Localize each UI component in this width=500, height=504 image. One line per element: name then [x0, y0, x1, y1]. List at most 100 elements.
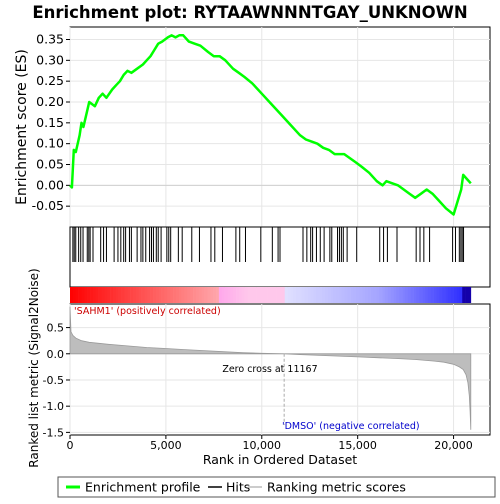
- es-y-tick-label: 0.15: [36, 115, 64, 130]
- heatmap-cell: [167, 287, 171, 303]
- heatmap-cell: [296, 287, 300, 303]
- heatmap-cell: [316, 287, 320, 303]
- heatmap-cell: [376, 287, 380, 303]
- heatmap-cell: [161, 287, 165, 303]
- heatmap-cell: [442, 287, 446, 303]
- heatmap-cell: [270, 287, 274, 303]
- heatmap-cell: [341, 287, 346, 303]
- heatmap-cell: [193, 287, 197, 303]
- heatmap-cell: [221, 287, 225, 303]
- heatmap-cell: [353, 287, 357, 303]
- heatmap-cell: [336, 287, 340, 303]
- heatmap-cell: [419, 287, 423, 303]
- hits-series: [72, 227, 465, 262]
- heatmap-cell: [90, 287, 94, 303]
- heatmap-cell: [244, 287, 248, 303]
- heatmap-cell: [253, 287, 257, 303]
- heatmap-cell: [124, 287, 128, 303]
- heatmap-cell: [81, 287, 85, 303]
- heatmap-cell: [321, 287, 326, 303]
- heatmap-cell: [396, 287, 400, 303]
- heatmap-cell: [364, 287, 369, 303]
- heatmap-cell: [132, 287, 137, 303]
- x-tick-label: 5,000: [150, 439, 182, 452]
- ranking-heatmap-bar: [70, 287, 472, 303]
- heatmap-cell: [112, 287, 117, 303]
- heatmap-cell: [301, 287, 306, 303]
- heatmap-cell: [247, 287, 251, 303]
- heatmap-cell: [459, 287, 463, 303]
- heatmap-cell: [290, 287, 294, 303]
- zero-cross-label: Zero cross at 11167: [222, 364, 317, 375]
- heatmap-cell: [436, 287, 440, 303]
- heatmap-cell: [347, 287, 351, 303]
- heatmap-cell: [190, 287, 194, 303]
- heatmap-cell: [382, 287, 386, 303]
- heatmap-cell: [256, 287, 260, 303]
- heatmap-cell: [299, 287, 303, 303]
- heatmap-cell: [258, 287, 263, 303]
- es-y-tick-label: 0.20: [36, 94, 64, 109]
- heatmap-cell: [407, 287, 411, 303]
- legend-label: Enrichment profile: [85, 480, 201, 495]
- heatmap-cell: [187, 287, 191, 303]
- heatmap-cell: [359, 287, 363, 303]
- heatmap-cell: [70, 287, 74, 303]
- heatmap-cell: [87, 287, 91, 303]
- heatmap-cell: [279, 287, 283, 303]
- heatmap-cell: [198, 287, 202, 303]
- es-y-axis-ticks: -0.05 0.00 0.05 0.10 0.15 0.20 0.25 0.30 0.35: [32, 32, 70, 213]
- heatmap-cell: [92, 287, 97, 303]
- x-axis-label: Rank in Ordered Dataset: [203, 452, 357, 467]
- heatmap-cell: [416, 287, 420, 303]
- heatmap-cell: [144, 287, 148, 303]
- heatmap-cell: [204, 287, 208, 303]
- metric-y-axis-label: Ranked list metric (Signal2Noise): [27, 268, 41, 467]
- heatmap-cell: [84, 287, 88, 303]
- legend-label: Hits: [226, 480, 250, 495]
- heatmap-cell: [393, 287, 397, 303]
- heatmap-cell: [147, 287, 151, 303]
- metric-y-tick-label: -0.5: [43, 374, 64, 387]
- heatmap-cell: [233, 287, 237, 303]
- x-tick-label: 20,000: [434, 439, 473, 452]
- heatmap-cell: [422, 287, 426, 303]
- heatmap-cell: [304, 287, 308, 303]
- heatmap-cell: [362, 287, 366, 303]
- heatmap-cell: [164, 287, 168, 303]
- heatmap-cell: [261, 287, 265, 303]
- heatmap-cell: [462, 287, 466, 303]
- heatmap-cell: [216, 287, 220, 303]
- heatmap-cell: [402, 287, 406, 303]
- heatmap-cell: [445, 287, 449, 303]
- es-plot-frame: [69, 26, 491, 228]
- ranking-metric-series: [69, 306, 472, 430]
- heatmap-cell: [72, 287, 77, 303]
- metric-y-axis-ticks: -1.5 -1.0 -0.5 0.0 0.5: [43, 322, 70, 439]
- heatmap-cell: [387, 287, 391, 303]
- heatmap-cell: [350, 287, 354, 303]
- metric-x-axis-ticks: 0 5,000 10,000 15,000 20,000: [67, 435, 473, 452]
- metric-plot-frame: [69, 303, 491, 436]
- heatmap-cell: [307, 287, 311, 303]
- es-y-tick-label: -0.05: [32, 198, 64, 213]
- metric-y-tick-label: -1.5: [43, 426, 64, 439]
- heatmap-cell: [218, 287, 223, 303]
- heatmap-cell: [456, 287, 460, 303]
- ranking-metric-area: [69, 306, 472, 430]
- heatmap-cell: [184, 287, 188, 303]
- heatmap-cell: [135, 287, 140, 303]
- heatmap-cell: [118, 287, 122, 303]
- heatmap-cell: [453, 287, 457, 303]
- heatmap-cell: [236, 287, 240, 303]
- heatmap-cell: [399, 287, 403, 303]
- heatmap-cell: [467, 287, 472, 303]
- heatmap-cell: [356, 287, 360, 303]
- heatmap-cell: [313, 287, 317, 303]
- heatmap-cell: [276, 287, 280, 303]
- heatmap-cell: [281, 287, 286, 303]
- heatmap-cell: [427, 287, 432, 303]
- heatmap-cell: [433, 287, 437, 303]
- heatmap-cell: [465, 287, 469, 303]
